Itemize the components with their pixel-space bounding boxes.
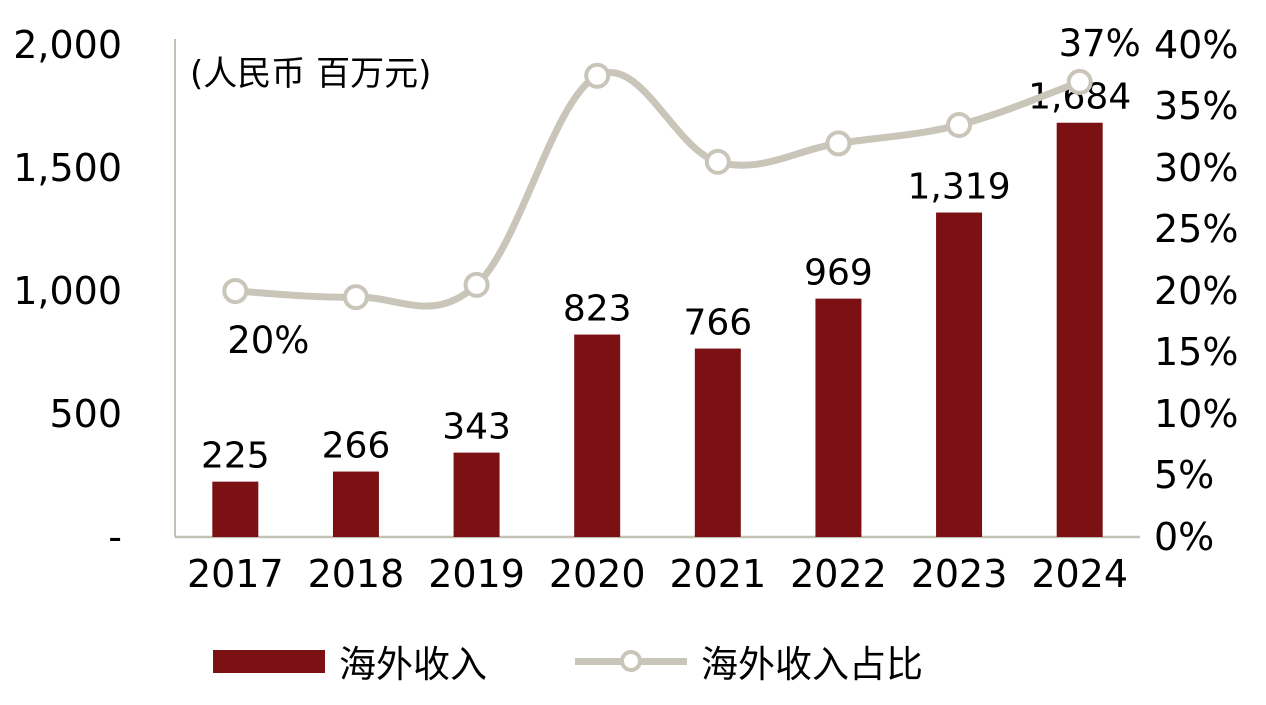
svg-text:343: 343 [442,407,511,448]
x-axis-tick: 2023 [910,552,1008,596]
legend-label-overseas-revenue: 海外收入 [339,643,487,686]
line-swatch-icon [575,650,687,672]
legend-item-overseas-revenue: 海外收入 [213,634,487,688]
left-axis-tick: 500 [49,392,122,436]
right-axis-tick: 5% [1154,453,1215,497]
right-axis-tick: 0% [1154,515,1215,559]
legend: 海外收入 海外收入占比 [0,634,1136,688]
x-axis-tick: 2019 [428,552,525,596]
right-axis-tick: 35% [1154,84,1239,128]
line-marker-icon [620,650,642,672]
right-axis-tick: 40% [1154,23,1239,67]
left-axis-tick: - [108,515,122,559]
legend-item-overseas-revenue-share: 海外收入占比 [575,634,923,688]
svg-text:266: 266 [322,426,391,467]
x-axis-tick: 2018 [307,552,405,596]
svg-text:225: 225 [201,436,270,477]
svg-text:823: 823 [563,289,632,330]
unit-label: (人民币 百万元) [190,54,432,94]
svg-text:37%: 37% [1059,22,1141,65]
legend-label-overseas-revenue-share: 海外收入占比 [701,643,923,686]
right-axis-tick: 15% [1154,330,1239,374]
right-axis-tick: 10% [1154,392,1239,436]
x-axis-tick: 2017 [186,552,284,596]
x-axis-tick: 2021 [669,552,767,596]
left-axis-tick: 1,000 [13,269,122,313]
left-axis-tick: 1,500 [13,146,122,190]
svg-text:766: 766 [683,303,752,344]
x-axis-tick: 2024 [1031,552,1129,596]
x-axis-tick: 2020 [548,552,646,596]
left-axis-tick: 2,000 [13,23,122,67]
bar-swatch-icon [213,649,325,673]
x-axis-tick: 2022 [790,552,887,596]
right-axis-tick: 25% [1154,207,1239,251]
right-axis-tick: 30% [1154,146,1239,190]
x-axis: 2017 2018 2019 2020 2021 2022 2023 2024 [175,552,1140,596]
right-axis-tick: 20% [1154,269,1239,313]
svg-text:20%: 20% [227,319,309,362]
svg-text:969: 969 [804,253,873,294]
svg-text:1,319: 1,319 [908,167,1011,208]
